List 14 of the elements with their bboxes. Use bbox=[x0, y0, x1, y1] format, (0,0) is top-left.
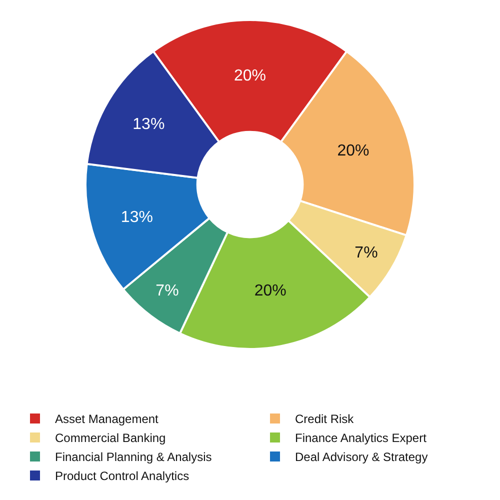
legend-label: Finance Analytics Expert bbox=[295, 431, 428, 446]
legend-label: Asset Management bbox=[55, 412, 160, 426]
data-label: 20% bbox=[337, 142, 370, 160]
data-label: 13% bbox=[120, 208, 153, 226]
legend-label: Commercial Banking bbox=[55, 431, 166, 446]
data-label: 20% bbox=[254, 282, 286, 300]
data-label: 7% bbox=[156, 282, 179, 300]
data-label: 7% bbox=[354, 244, 378, 262]
legend-label: Product Control Analytics bbox=[55, 469, 190, 484]
data-label: 20% bbox=[234, 67, 266, 84]
legend-label: Financial Planning & Analysis bbox=[55, 450, 212, 464]
legend-label: Credit Risk bbox=[295, 412, 355, 426]
legend-label: Deal Advisory & Strategy bbox=[295, 450, 428, 464]
data-label: 13% bbox=[132, 116, 165, 134]
